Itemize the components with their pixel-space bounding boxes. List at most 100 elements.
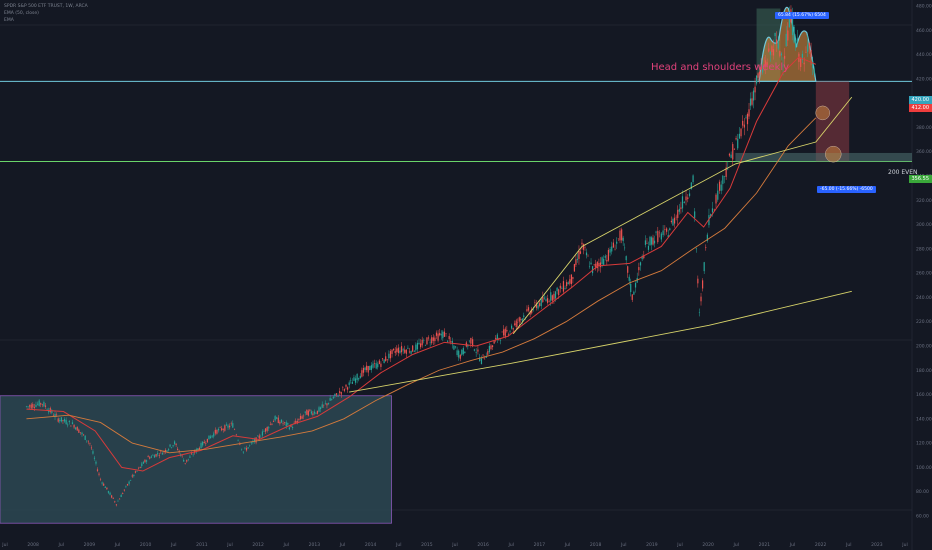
candle-body (415, 344, 417, 351)
x-tick-label: 2015 (421, 542, 433, 548)
candle-body (377, 363, 379, 368)
candle-body (588, 266, 591, 267)
candle-body (771, 46, 773, 53)
candle-body (87, 441, 89, 443)
candle-body (380, 363, 382, 367)
ema-50-legend[interactable]: EMA (50, close) (4, 11, 39, 16)
candle-body (599, 262, 602, 268)
candle-body (784, 55, 786, 59)
candle-body (235, 434, 237, 436)
candle-body (103, 483, 105, 486)
candle-body (307, 410, 309, 416)
candle-body (509, 331, 511, 332)
candle-body (647, 245, 650, 250)
candle-body (258, 435, 260, 439)
candle-body (766, 62, 768, 66)
candle-body (634, 283, 637, 288)
candle-body (111, 495, 113, 498)
symbol-title[interactable]: SPDR S&P 500 ETF TRUST, 1W, ARCA (4, 4, 88, 9)
candle-body (334, 393, 336, 396)
y-tick-label: 260.00 (916, 271, 932, 277)
candle-body (367, 366, 369, 373)
candle-body (754, 86, 756, 93)
x-tick-label: 2010 (140, 542, 152, 548)
candle-body (219, 427, 221, 428)
candle-body (450, 341, 452, 342)
x-tick-label: 2021 (759, 542, 771, 548)
candle-body (391, 349, 393, 354)
candle-body (787, 30, 789, 41)
candle-body (272, 421, 275, 423)
candle-body (760, 65, 762, 70)
candle-body (713, 209, 715, 211)
candle-body (408, 351, 411, 353)
candle-body (250, 442, 252, 444)
candle-body (732, 144, 734, 160)
candle-body (431, 337, 433, 344)
candle-body (683, 201, 685, 204)
candle-body (343, 389, 346, 391)
candle-body (664, 228, 666, 230)
x-tick-label: Jul (845, 542, 851, 548)
candle-body (453, 345, 455, 350)
candle-body (261, 431, 264, 436)
candle-body (98, 473, 100, 475)
candle-body (807, 44, 809, 52)
candle-body (337, 395, 339, 397)
candle-body (791, 17, 794, 36)
candle-body (567, 282, 569, 285)
candle-body (197, 448, 199, 450)
candle-body (742, 120, 744, 126)
candle-body (579, 251, 582, 254)
candle-body (673, 217, 676, 224)
candle-body (222, 429, 224, 430)
candle-body (418, 342, 420, 344)
candle-body (496, 334, 498, 340)
candle-body (378, 360, 380, 364)
candle-body (646, 243, 648, 244)
candle-body (152, 455, 154, 456)
candle-body (518, 317, 520, 322)
candle-body (728, 153, 731, 156)
candle-body (375, 363, 377, 369)
target-marker-1 (815, 105, 830, 121)
candle-body (711, 208, 714, 213)
candle-body (487, 351, 489, 355)
candle-body (104, 486, 106, 488)
candle-body (277, 417, 279, 424)
candle-body (214, 429, 216, 434)
head-shoulders-pattern (758, 6, 842, 163)
candle-body (52, 415, 55, 417)
candle-body (60, 417, 62, 422)
candle-body (186, 459, 188, 462)
x-tick-label: 2020 (702, 542, 714, 548)
candle-body (358, 378, 360, 380)
candle-body (562, 281, 565, 292)
candle-body (748, 109, 750, 117)
candle-body (694, 211, 696, 218)
candle-body (491, 345, 494, 348)
candle-body (624, 247, 626, 249)
candle-body (75, 427, 77, 430)
candle-body (601, 257, 603, 264)
candle-body (44, 405, 47, 407)
candle-body (662, 230, 664, 236)
candle-body (285, 422, 287, 427)
candle-body (299, 415, 302, 420)
candle-body (795, 40, 797, 48)
candle-body (515, 320, 517, 327)
target-marker-2 (825, 145, 842, 163)
y-axis: 480.00460.00440.00420.00400.00380.00360.… (916, 4, 932, 520)
candle-body (46, 409, 48, 411)
candle-body (554, 291, 557, 299)
candle-body (150, 456, 152, 458)
candle-body (280, 419, 283, 423)
candle-body (805, 52, 807, 53)
candle-body (332, 397, 334, 399)
candle-body (312, 413, 314, 415)
candle-body (612, 242, 614, 248)
candle-body (788, 16, 790, 28)
candle-body (596, 261, 598, 269)
ema-legend[interactable]: EMA (4, 18, 14, 23)
